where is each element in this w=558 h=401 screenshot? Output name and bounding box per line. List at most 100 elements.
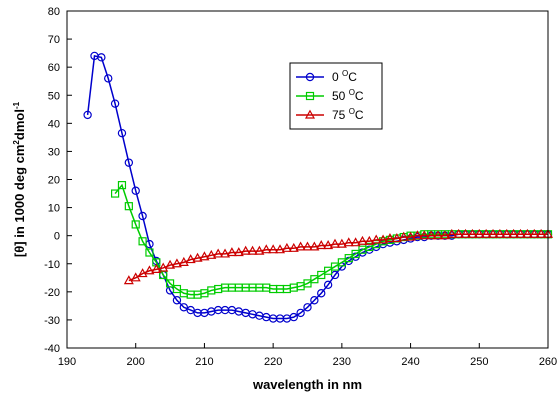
x-tick-label: 210 [195,356,213,368]
data-point-triangle [329,238,341,248]
y-tick-label: -40 [44,343,60,355]
data-point-triangle [398,231,409,241]
data-point-square [138,237,147,246]
data-point-circle [138,211,147,221]
x-tick-label: 240 [401,356,419,368]
data-point-triangle [488,228,499,238]
data-point-triangle [261,244,272,254]
data-point-square [172,284,182,294]
data-point-triangle [288,242,299,252]
legend-label: 0 OC [332,69,357,84]
x-tick-label: 250 [470,356,488,368]
data-point-square [131,220,140,229]
data-point-circle [323,280,333,290]
data-point-triangle [178,256,189,266]
data-point-circle [83,110,92,120]
legend-label: 75 OC [332,107,364,122]
data-point-triangle [412,230,423,240]
data-point-square [317,270,326,280]
data-point-triangle [433,230,444,240]
data-point-triangle [522,228,533,238]
series-line [114,183,548,296]
y-axis-ticks: -40 -30 -20 -10 0 10 20 30 40 50 60 70 80 [44,6,72,355]
y-tick-label: 20 [48,175,60,187]
data-point-triangle [185,254,196,264]
data-point-circle [97,53,106,62]
data-point-square [344,254,353,263]
y-tick-label: -20 [44,287,60,299]
data-point-triangle [171,258,182,268]
y-tick-label: 30 [48,146,60,158]
data-point-triangle [206,249,217,259]
plot-frame [66,10,549,349]
data-point-triangle [281,242,292,252]
data-point-square [303,279,312,288]
data-point-triangle [336,238,347,248]
y-tick-label: -30 [44,315,60,327]
data-point-triangle [220,248,231,258]
data-point-triangle [515,228,526,238]
data-point-triangle [508,228,519,238]
y-tick-label: 10 [48,203,60,215]
data-point-triangle [254,245,265,255]
data-point-triangle [426,230,437,240]
data-point-square [337,258,346,267]
legend: 0 OC 50 OC 75 OC [289,62,383,130]
data-point-square [324,266,333,275]
data-point-triangle [304,109,316,119]
data-point-triangle [391,233,402,243]
data-point-triangle [384,233,395,243]
data-point-triangle [405,231,416,241]
data-point-triangle [446,228,457,238]
data-point-circle [110,99,120,108]
data-point-square [305,91,315,101]
data-point-triangle [158,262,169,272]
data-point-circle [303,303,312,312]
legend-label: 50 OC [332,88,364,103]
data-point-triangle [439,230,450,240]
x-axis-ticks: 190 200 210 220 230 240 250 260 [58,343,557,368]
y-tick-label: 0 [54,231,60,243]
data-point-circle [186,305,195,315]
data-point-circle [179,303,189,312]
data-point-circle [289,312,298,322]
data-point-triangle [323,240,334,250]
data-point-square [351,249,360,259]
data-point-circle [296,308,305,318]
y-tick-label: 40 [48,118,60,130]
y-tick-label: 80 [48,6,60,18]
data-point-circle [330,270,340,280]
data-point-circle [310,296,319,305]
data-point-square [145,248,154,257]
data-point-square [117,181,127,190]
data-point-triangle [151,263,162,273]
data-point-triangle [192,252,203,262]
data-point-triangle [364,235,375,245]
data-point-triangle [494,228,505,238]
data-point-triangle [371,234,382,244]
data-point-square [110,189,120,198]
data-point-square [124,202,133,211]
data-point-circle [317,289,326,298]
data-point-circle [172,296,182,305]
data-point-triangle [199,251,210,261]
data-point-square [165,279,175,288]
data-point-triangle [453,228,464,238]
data-point-circle [104,74,113,83]
data-point-triangle [536,228,547,238]
data-point-square [310,275,319,284]
data-point-triangle [419,230,430,240]
data-point-triangle [309,241,320,251]
y-tick-label: 60 [48,62,60,74]
data-point-triangle [240,245,251,255]
data-point-triangle [226,247,237,257]
data-point-triangle [460,228,471,238]
data-point-triangle [144,265,155,275]
data-point-triangle [247,245,258,255]
data-point-triangle [130,272,141,282]
legend-entry: 0 OC [296,69,357,84]
y-tick-label: 70 [48,34,60,46]
x-tick-label: 190 [58,356,76,368]
x-tick-label: 230 [333,356,351,368]
